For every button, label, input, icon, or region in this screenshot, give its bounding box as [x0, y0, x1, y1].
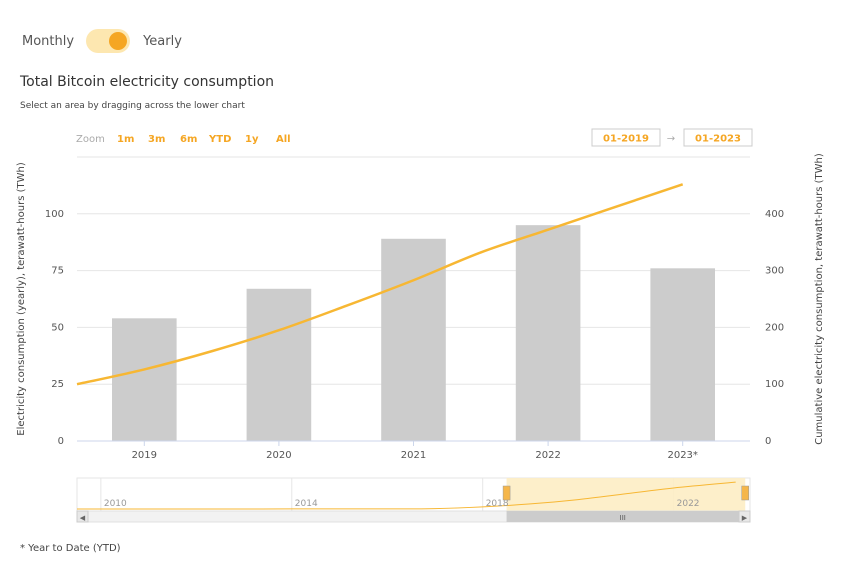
navigator[interactable]: 2010 2014 2018 2022	[76, 477, 751, 512]
zoom-all-button[interactable]: All	[276, 134, 291, 145]
scrollbar-grip-icon: III	[620, 514, 626, 522]
left-tick-label: 25	[51, 379, 64, 390]
navigator-selection[interactable]	[506, 478, 746, 511]
range-from-input[interactable]	[591, 128, 661, 147]
x-axis-labels: 2019 2020 2021 2022 2023*	[132, 441, 698, 461]
right-tick-label: 300	[765, 266, 784, 277]
date-range: 01-2019 → 01-2023	[591, 128, 753, 147]
bar[interactable]	[650, 268, 716, 441]
range-to-input[interactable]	[683, 128, 753, 147]
chevron-left-icon: ◀	[80, 514, 86, 522]
right-axis-title: Cumulative electricity consumption, tera…	[814, 153, 825, 445]
zoom-label: Zoom	[76, 134, 105, 145]
right-tick-label: 0	[765, 436, 771, 447]
left-tick-label: 50	[51, 322, 64, 333]
navigator-right-handle[interactable]	[741, 485, 749, 501]
monthly-label[interactable]: Monthly	[22, 33, 75, 49]
chart-subtitle: Select an area by dragging across the lo…	[20, 101, 245, 111]
navigator-tick-label: 2014	[295, 499, 318, 509]
left-tick-label: 0	[58, 436, 64, 447]
bar[interactable]	[381, 238, 446, 441]
bar[interactable]	[246, 288, 312, 441]
left-axis-labels: 0 25 50 75 100	[45, 209, 64, 447]
range-from-value: 01-2019	[603, 134, 649, 145]
period-toggle-switch[interactable]	[86, 29, 131, 53]
zoom-controls: Zoom 1m 3m 6m YTD 1y All	[76, 134, 291, 145]
zoom-6m-button[interactable]: 6m	[180, 134, 197, 145]
range-arrow: →	[667, 134, 675, 145]
range-to-value: 01-2023	[695, 134, 741, 145]
bar-series	[111, 225, 716, 441]
right-tick-label: 200	[765, 322, 784, 333]
chevron-right-icon: ▶	[742, 514, 748, 522]
right-axis-labels: 0 100 200 300 400	[765, 209, 784, 447]
navigator-labels: 2010 2014 2018 2022	[104, 499, 700, 509]
bar[interactable]	[111, 318, 177, 441]
right-tick-label: 100	[765, 379, 784, 390]
zoom-1y-button[interactable]: 1y	[245, 134, 259, 145]
scrollbar[interactable]: ◀ III ▶	[76, 510, 751, 523]
zoom-3m-button[interactable]: 3m	[148, 134, 165, 145]
scroll-left-button[interactable]	[76, 510, 89, 523]
zoom-1m-button[interactable]: 1m	[117, 134, 134, 145]
x-tick-label: 2019	[132, 450, 157, 461]
bar[interactable]	[515, 225, 581, 441]
x-tick-label: 2023*	[667, 450, 697, 461]
x-tick-label: 2022	[535, 450, 560, 461]
scroll-right-button[interactable]	[738, 510, 751, 523]
right-tick-label: 400	[765, 209, 784, 220]
x-tick-label: 2020	[266, 450, 291, 461]
left-tick-label: 100	[45, 209, 64, 220]
chart-title: Total Bitcoin electricity consumption	[20, 74, 275, 90]
navigator-left-handle[interactable]	[502, 485, 511, 501]
cumulative-line	[76, 183, 684, 386]
period-toggle: Monthly Yearly	[22, 28, 182, 54]
navigator-tick-label: 2018	[486, 499, 509, 509]
navigator-tick-label: 2010	[104, 499, 127, 509]
toggle-knob	[109, 32, 128, 50]
footnote: * Year to Date (YTD)	[20, 543, 121, 554]
yearly-label[interactable]: Yearly	[143, 33, 182, 49]
left-axis-title: Electricity consumption (yearly), terawa…	[16, 162, 27, 436]
navigator-line	[76, 481, 736, 510]
left-tick-label: 75	[51, 266, 64, 277]
x-tick-label: 2021	[401, 450, 426, 461]
zoom-ytd-button[interactable]: YTD	[208, 134, 231, 145]
navigator-tick-label: 2022	[677, 499, 700, 509]
scrollbar-thumb[interactable]	[506, 511, 739, 522]
